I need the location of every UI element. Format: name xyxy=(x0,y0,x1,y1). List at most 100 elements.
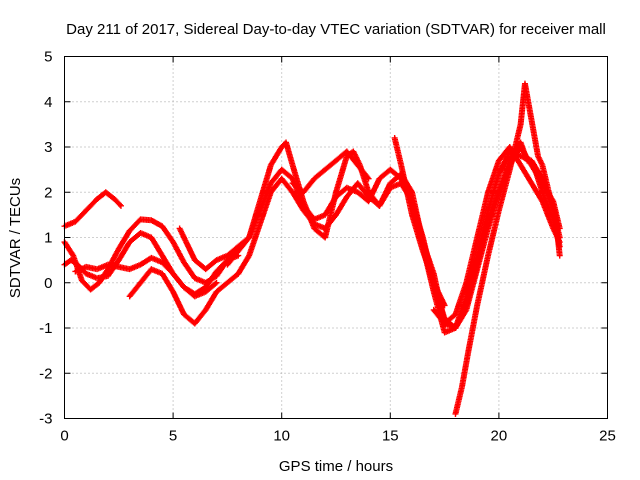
data-point xyxy=(176,225,189,244)
data-point xyxy=(115,240,132,264)
series-track-5 xyxy=(126,266,242,327)
data-point xyxy=(441,302,448,309)
data-point xyxy=(452,308,469,331)
data-point xyxy=(463,267,480,313)
data-point xyxy=(322,195,339,218)
data-point xyxy=(202,290,219,313)
data-point xyxy=(465,303,480,354)
data-point xyxy=(202,258,219,273)
data-point xyxy=(354,180,371,199)
data-point xyxy=(528,162,545,185)
data-point xyxy=(376,186,393,209)
data-point xyxy=(117,202,124,209)
x-tick-label: 0 xyxy=(60,428,68,445)
data-point xyxy=(485,190,502,232)
data-point xyxy=(521,80,535,122)
data-point xyxy=(534,153,545,167)
data-point xyxy=(485,159,502,196)
data-point xyxy=(300,176,317,196)
data-point xyxy=(539,198,556,230)
data-point xyxy=(333,154,350,196)
data-point xyxy=(183,239,198,262)
y-tick-label: 5 xyxy=(44,49,52,66)
data-point xyxy=(322,158,338,173)
data-point xyxy=(474,227,491,273)
data-point xyxy=(111,196,123,208)
tick-labels: 0 5 10 15 20 25 -3 -2 -1 0 1 2 3 4 5 xyxy=(39,49,616,445)
data-point xyxy=(528,116,541,158)
data-point xyxy=(224,244,241,259)
data-point xyxy=(191,285,208,298)
data-point xyxy=(267,145,284,169)
series-track-10 xyxy=(391,134,448,309)
data-point xyxy=(556,252,563,259)
data-point xyxy=(452,281,469,318)
data-point xyxy=(68,257,80,267)
data-point xyxy=(224,249,241,268)
data-point xyxy=(409,198,426,239)
data-point xyxy=(474,190,491,241)
data-point xyxy=(137,267,154,286)
data-point xyxy=(441,312,458,327)
data-point xyxy=(224,271,241,286)
data-point xyxy=(495,149,513,178)
y-tick-label: -3 xyxy=(39,411,52,428)
data-point xyxy=(430,306,447,326)
data-point xyxy=(170,288,187,317)
data-point xyxy=(311,167,327,182)
series-track-6 xyxy=(176,139,563,331)
data-point xyxy=(74,261,89,276)
data-point xyxy=(126,217,143,234)
data-point xyxy=(256,163,274,205)
data-point xyxy=(485,172,502,214)
data-point xyxy=(115,229,132,252)
data-point xyxy=(300,207,317,226)
x-tick-label: 20 xyxy=(491,428,508,445)
data-point xyxy=(267,176,284,196)
data-point xyxy=(495,145,512,164)
series-track-1 xyxy=(61,189,124,230)
data-point xyxy=(539,162,552,194)
series-track-2 xyxy=(61,216,242,293)
data-point xyxy=(283,139,296,167)
y-tick-label: -1 xyxy=(39,320,52,337)
data-point xyxy=(213,279,220,286)
data-point xyxy=(246,222,263,259)
x-tick-label: 15 xyxy=(382,428,399,445)
x-axis-label: GPS time / hours xyxy=(279,458,393,475)
data-point xyxy=(148,234,165,258)
data-point xyxy=(170,270,186,290)
data-point xyxy=(235,235,252,255)
x-tick-label: 5 xyxy=(169,428,177,445)
data-point xyxy=(322,213,339,232)
grid xyxy=(64,56,608,419)
data-point xyxy=(398,162,415,217)
data-point xyxy=(485,208,502,259)
data-point xyxy=(430,279,447,307)
data-point xyxy=(256,190,274,227)
data-point xyxy=(458,349,472,390)
data-point xyxy=(419,248,437,285)
data-point xyxy=(517,144,534,167)
data-point xyxy=(506,144,523,167)
data-point xyxy=(545,189,558,217)
data-point xyxy=(202,269,219,291)
data-point xyxy=(202,280,219,295)
data-markers xyxy=(61,80,563,417)
series-track-7 xyxy=(224,148,563,336)
data-point xyxy=(278,166,295,181)
data-point xyxy=(159,270,176,294)
data-point xyxy=(517,162,534,185)
data-point xyxy=(256,181,274,214)
y-tick-label: 3 xyxy=(44,139,52,156)
data-point xyxy=(495,168,513,214)
data-point xyxy=(235,253,252,277)
data-point xyxy=(343,181,360,200)
data-point xyxy=(333,195,350,218)
data-point xyxy=(87,280,102,293)
data-point xyxy=(159,223,176,244)
data-point xyxy=(148,217,164,229)
series-track-12 xyxy=(430,144,563,327)
data-point xyxy=(126,280,143,300)
y-tick-label: 0 xyxy=(44,275,52,292)
